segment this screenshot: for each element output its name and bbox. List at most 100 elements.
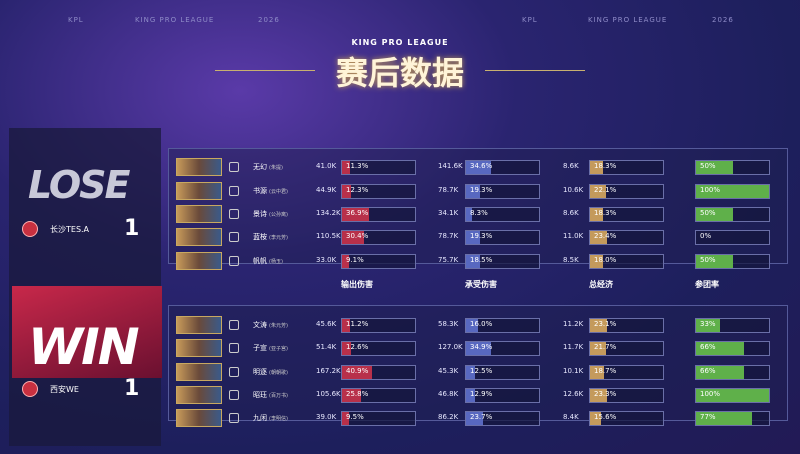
stat-value: 51.4K bbox=[316, 343, 337, 351]
title: 赛后数据 bbox=[335, 54, 464, 92]
hero-name: (杨玉) bbox=[269, 259, 283, 265]
role-icon bbox=[229, 186, 239, 196]
stat-bar-label: 50% bbox=[700, 256, 716, 264]
stat-bar-fill bbox=[466, 255, 480, 268]
role-icon bbox=[229, 390, 239, 400]
stat-bar-label: 18.3% bbox=[594, 209, 617, 217]
stat-bar: 100% bbox=[695, 184, 770, 199]
stat-bar: 16.0% bbox=[465, 318, 540, 333]
stat-bar-label: 8.3% bbox=[470, 209, 488, 217]
stat-bar-label: 23.4% bbox=[594, 232, 617, 240]
hero-portrait bbox=[176, 409, 222, 427]
stat-value: 8.6K bbox=[563, 209, 579, 217]
stat-bar: 66% bbox=[695, 365, 770, 380]
hero-portrait bbox=[176, 316, 222, 334]
role-icon bbox=[229, 413, 239, 423]
stat-bar: 66% bbox=[695, 341, 770, 356]
player-name: 书源 bbox=[253, 187, 267, 195]
stat-bar: 23.3% bbox=[589, 388, 664, 403]
stat-value: 39.0K bbox=[316, 413, 337, 421]
column-header: 参团率 bbox=[695, 280, 719, 289]
stat-bar-fill bbox=[590, 342, 606, 355]
stat-bar-label: 12.3% bbox=[346, 186, 369, 194]
stat-value: 45.3K bbox=[438, 367, 459, 375]
stat-bar: 40.9% bbox=[341, 365, 416, 380]
stat-bar-label: 18.0% bbox=[594, 256, 617, 264]
hero-name: (李明信) bbox=[269, 416, 288, 422]
hero-name: (朝朝歌) bbox=[269, 370, 288, 376]
stat-bar-label: 18.7% bbox=[594, 367, 617, 375]
stat-value: 141.6K bbox=[438, 162, 463, 170]
stat-bar-label: 15.6% bbox=[594, 413, 617, 421]
stat-bar-fill bbox=[696, 255, 733, 268]
stat-value: 12.6K bbox=[563, 390, 584, 398]
stat-value: 167.2K bbox=[316, 367, 341, 375]
stat-bar-fill bbox=[696, 342, 745, 355]
player-name: 子宣 bbox=[253, 344, 267, 352]
role-icon bbox=[229, 209, 239, 219]
stat-bar-fill bbox=[696, 412, 753, 425]
hero-portrait bbox=[176, 252, 222, 270]
stat-value: 34.1K bbox=[438, 209, 459, 217]
stat-bar-label: 12.6% bbox=[346, 343, 369, 351]
stat-bar-fill bbox=[590, 231, 608, 244]
stat-value: 127.0K bbox=[438, 343, 463, 351]
stat-value: 11.7K bbox=[563, 343, 584, 351]
hero-portrait bbox=[176, 339, 222, 357]
stat-value: 11.2K bbox=[563, 320, 584, 328]
stat-bar-label: 9.5% bbox=[346, 413, 364, 421]
stat-bar: 12.9% bbox=[465, 388, 540, 403]
stat-bar-fill bbox=[342, 342, 352, 355]
stat-bar: 50% bbox=[695, 207, 770, 222]
stat-bar-fill bbox=[342, 389, 361, 402]
stat-bar: 18.7% bbox=[589, 365, 664, 380]
header-strip-text: KPL bbox=[522, 16, 538, 24]
team-score: 1 bbox=[124, 216, 140, 241]
header-strip-text: KING PRO LEAGUE bbox=[588, 16, 668, 24]
stat-bar-label: 18.3% bbox=[594, 162, 617, 170]
stat-bar-label: 100% bbox=[700, 390, 721, 398]
stat-bar-label: 12.9% bbox=[470, 390, 493, 398]
stat-bar: 25.8% bbox=[341, 388, 416, 403]
stat-value: 10.6K bbox=[563, 186, 584, 194]
stat-bar-label: 23.7% bbox=[470, 413, 493, 421]
stat-bar-fill bbox=[696, 208, 733, 221]
stat-bar: 33% bbox=[695, 318, 770, 333]
stat-bar-label: 77% bbox=[700, 413, 716, 421]
stat-bar-fill bbox=[342, 231, 365, 244]
stat-bar-fill bbox=[342, 208, 369, 221]
hero-portrait bbox=[176, 182, 222, 200]
stat-bar-fill bbox=[466, 208, 473, 221]
stat-value: 33.0K bbox=[316, 256, 337, 264]
stat-value: 8.5K bbox=[563, 256, 579, 264]
stat-bar: 12.6% bbox=[341, 341, 416, 356]
stat-bar: 9.5% bbox=[341, 411, 416, 426]
header-line bbox=[485, 70, 585, 71]
subtitle: KING PRO LEAGUE bbox=[351, 38, 449, 47]
stat-bar-fill bbox=[466, 319, 478, 332]
stat-bar-fill bbox=[590, 208, 604, 221]
win-banner bbox=[12, 286, 162, 378]
stat-bar: 18.3% bbox=[589, 207, 664, 222]
stat-value: 11.0K bbox=[563, 232, 584, 240]
stat-value: 45.6K bbox=[316, 320, 337, 328]
role-icon bbox=[229, 343, 239, 353]
stat-bar: 18.0% bbox=[589, 254, 664, 269]
stat-bar: 30.4% bbox=[341, 230, 416, 245]
stat-bar: 15.6% bbox=[589, 411, 664, 426]
stat-bar-label: 19.3% bbox=[470, 232, 493, 240]
stat-bar-label: 40.9% bbox=[346, 367, 369, 375]
column-header: 输出伤害 bbox=[341, 280, 373, 289]
player-name: 明逐 bbox=[253, 368, 267, 376]
stat-value: 86.2K bbox=[438, 413, 459, 421]
stat-bar-fill bbox=[696, 366, 745, 379]
stat-bar-label: 18.5% bbox=[470, 256, 493, 264]
stat-bar-fill bbox=[466, 342, 492, 355]
column-header: 承受伤害 bbox=[465, 280, 497, 289]
stat-bar-label: 34.6% bbox=[470, 162, 493, 170]
stat-bar: 50% bbox=[695, 160, 770, 175]
player-name: 文涛 bbox=[253, 321, 267, 329]
team-logo bbox=[22, 221, 38, 237]
stat-value: 78.7K bbox=[438, 186, 459, 194]
stat-value: 105.6K bbox=[316, 390, 341, 398]
